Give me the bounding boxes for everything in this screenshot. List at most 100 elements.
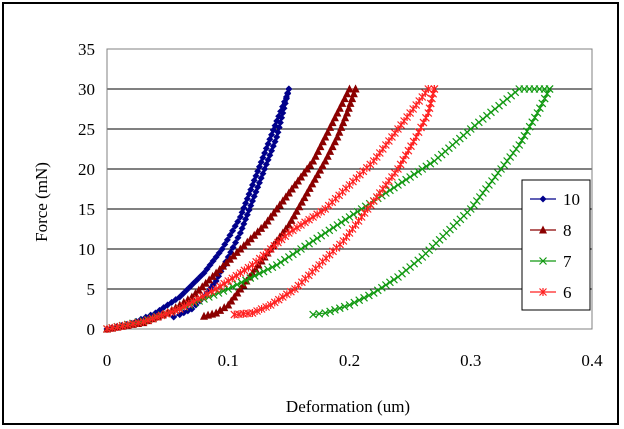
data-point [384, 137, 393, 145]
data-point [153, 313, 161, 321]
data-point [313, 234, 322, 243]
data-point [385, 186, 394, 195]
series-7 [103, 85, 554, 333]
legend-label: 6 [563, 283, 572, 302]
data-point [282, 95, 290, 103]
data-point [311, 151, 320, 160]
legend-item-6: 6 [530, 283, 572, 302]
data-point [282, 290, 291, 299]
data-point [231, 222, 239, 230]
data-point [255, 269, 264, 278]
data-point [259, 267, 268, 276]
data-point [515, 141, 524, 149]
data-point [349, 210, 358, 219]
legend-item-7: 7 [530, 252, 572, 271]
legend-item-8: 8 [530, 221, 572, 240]
data-point [252, 172, 260, 180]
data-point [540, 94, 549, 103]
data-point [244, 263, 253, 272]
data-point [381, 141, 390, 149]
data-point [232, 239, 240, 247]
data-point [270, 298, 279, 307]
data-point [497, 165, 505, 173]
data-point [234, 218, 242, 226]
data-point [274, 295, 283, 304]
data-point [218, 245, 226, 253]
data-point [418, 93, 427, 101]
data-point [171, 306, 180, 315]
data-point [509, 149, 518, 157]
data-point [223, 236, 231, 244]
data-point [409, 105, 418, 113]
data-point [426, 99, 435, 108]
data-point [232, 271, 241, 280]
legend-marker [539, 195, 547, 203]
data-point [184, 300, 193, 308]
data-point [429, 89, 438, 98]
x-axis-ticks: 0 0.1 0.2 0.3 0.4 [103, 351, 603, 370]
data-point [494, 169, 502, 177]
data-point [262, 303, 271, 311]
data-point [229, 243, 237, 251]
data-point [254, 183, 262, 191]
data-point [309, 310, 318, 319]
data-point [157, 311, 166, 320]
data-point [246, 274, 255, 283]
data-point [491, 173, 499, 181]
data-series [103, 84, 554, 333]
data-point [375, 149, 384, 157]
data-point [276, 119, 284, 127]
data-point [400, 117, 408, 125]
data-point [274, 128, 282, 136]
data-point [280, 255, 289, 264]
data-point [369, 157, 378, 165]
data-point [391, 129, 399, 137]
data-point [415, 97, 424, 105]
data-point [517, 136, 526, 145]
data-point [220, 279, 229, 288]
data-point [402, 175, 411, 184]
data-point [351, 221, 360, 229]
legend-label: 8 [563, 221, 572, 240]
data-point [543, 89, 552, 98]
data-point [394, 273, 402, 281]
data-point [345, 84, 354, 93]
data-point [333, 221, 342, 229]
data-point [394, 181, 402, 189]
data-point [475, 193, 484, 201]
data-point [279, 109, 287, 117]
data-point [328, 118, 337, 127]
data-point [345, 213, 354, 221]
data-point [397, 121, 405, 129]
data-point [305, 239, 314, 248]
data-point [523, 127, 531, 136]
data-point [406, 173, 415, 181]
data-point [203, 265, 211, 273]
data-point [340, 302, 349, 311]
data-point [500, 161, 509, 169]
y-tick-label: 10 [78, 240, 95, 259]
data-point [469, 201, 478, 209]
data-point [175, 305, 184, 313]
data-point [323, 127, 332, 136]
data-point [233, 280, 241, 289]
x-tick-label: 0.4 [581, 351, 603, 370]
data-point [200, 311, 208, 320]
data-point [403, 113, 412, 121]
x-tick-label: 0.3 [460, 351, 481, 370]
data-point [215, 249, 223, 257]
data-point [198, 292, 207, 301]
data-point [236, 269, 245, 277]
data-point [203, 290, 211, 298]
legend-marker [539, 225, 547, 234]
data-point [533, 109, 542, 117]
data-point [221, 240, 229, 248]
y-axis-ticks: 0 5 10 15 20 25 30 35 [78, 40, 95, 339]
data-point [219, 287, 228, 295]
data-point [384, 177, 393, 185]
data-point [410, 170, 419, 179]
data-point [325, 226, 334, 235]
data-point [535, 104, 544, 113]
data-point [354, 217, 363, 225]
data-point [224, 285, 233, 293]
